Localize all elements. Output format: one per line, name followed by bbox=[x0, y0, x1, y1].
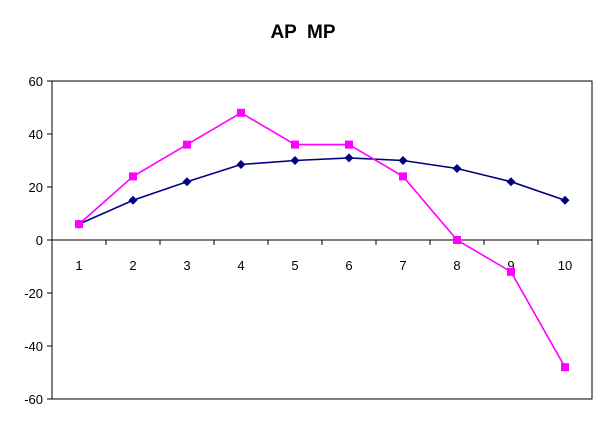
y-tick-label: 40 bbox=[29, 127, 43, 142]
y-tick-label: 0 bbox=[36, 233, 43, 248]
data-point bbox=[560, 195, 570, 205]
data-point bbox=[290, 156, 300, 165]
data-point bbox=[128, 195, 138, 205]
series-2 bbox=[75, 108, 569, 372]
data-point bbox=[506, 177, 516, 187]
x-tick-label: 3 bbox=[183, 258, 190, 273]
data-point bbox=[452, 163, 462, 173]
chart-title: AP MP bbox=[270, 22, 335, 43]
series-line bbox=[78, 157, 566, 225]
x-tick-label: 8 bbox=[453, 258, 460, 273]
x-axis: 1 2 3 4 5 6 7 8 9 10 bbox=[51, 239, 593, 273]
x-tick-label: 5 bbox=[291, 258, 298, 273]
data-point bbox=[507, 267, 515, 276]
data-point bbox=[399, 172, 407, 181]
x-tick-label: 10 bbox=[558, 258, 572, 273]
data-point bbox=[237, 108, 245, 117]
data-point bbox=[236, 159, 246, 169]
data-point bbox=[345, 140, 353, 149]
data-point bbox=[453, 236, 461, 244]
x-tick-label: 9 bbox=[507, 258, 514, 273]
y-tick-label: 60 bbox=[29, 74, 43, 89]
series-line bbox=[78, 111, 566, 368]
data-point bbox=[561, 363, 569, 372]
series-1 bbox=[74, 153, 570, 229]
x-tick-label: 7 bbox=[399, 258, 406, 273]
y-tick-label: -20 bbox=[24, 286, 43, 301]
y-tick-label: 20 bbox=[29, 180, 43, 195]
data-point bbox=[75, 220, 83, 229]
data-point bbox=[291, 140, 299, 149]
data-point bbox=[182, 177, 192, 187]
plot-area bbox=[74, 108, 570, 372]
data-point bbox=[398, 156, 408, 165]
x-tick-label: 6 bbox=[345, 258, 352, 273]
data-point bbox=[344, 153, 354, 163]
data-point bbox=[183, 140, 191, 149]
x-tick-label: 1 bbox=[75, 258, 82, 273]
x-tick-label: 4 bbox=[237, 258, 244, 273]
data-point bbox=[129, 172, 137, 181]
x-tick-label: 2 bbox=[129, 258, 136, 273]
y-tick-label: -40 bbox=[24, 339, 43, 354]
y-tick-label: -60 bbox=[24, 392, 43, 407]
